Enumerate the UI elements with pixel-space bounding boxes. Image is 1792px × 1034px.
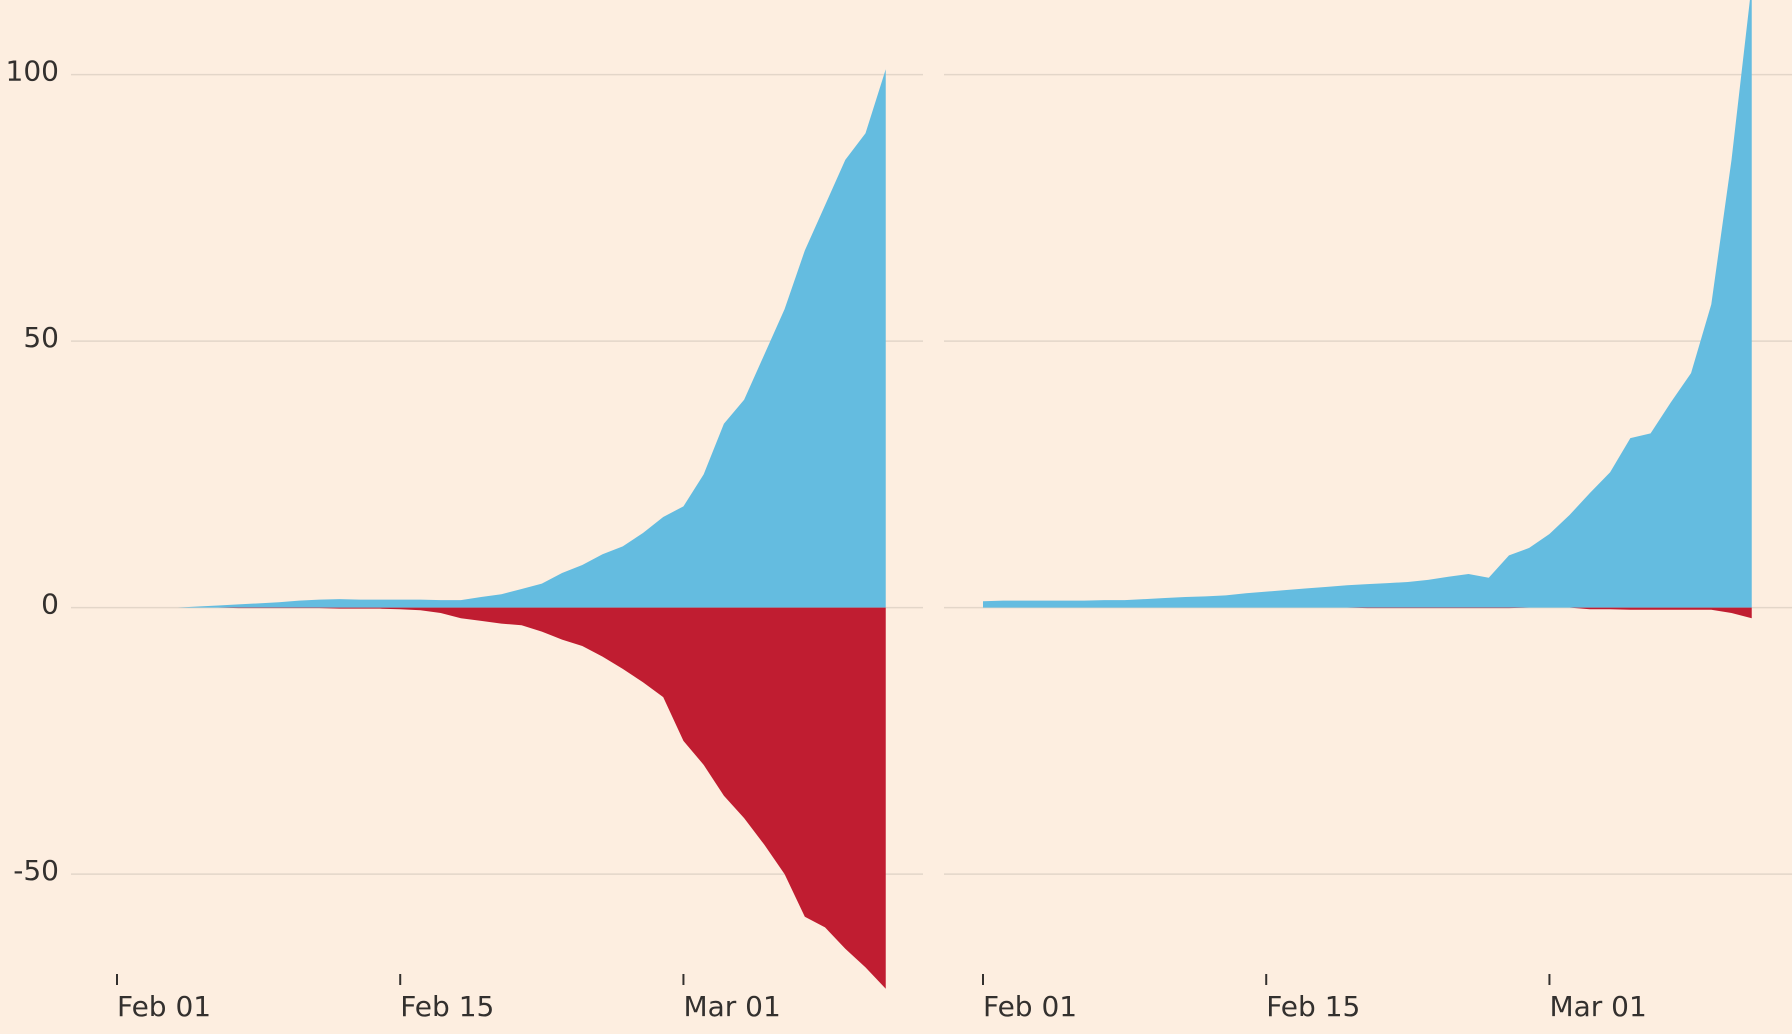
plot-area bbox=[983, 0, 1752, 619]
area bbox=[983, 607, 1752, 619]
area bbox=[983, 0, 1752, 608]
x-tick-label: Feb 01 bbox=[117, 990, 211, 1023]
y-tick-label: 100 bbox=[6, 55, 59, 88]
area bbox=[117, 69, 886, 608]
x-tick-label: Mar 01 bbox=[683, 990, 780, 1023]
area bbox=[117, 607, 886, 989]
y-tick-label: 50 bbox=[23, 321, 59, 354]
x-tick-label: Feb 01 bbox=[983, 990, 1077, 1023]
plot-area bbox=[117, 69, 886, 989]
y-tick-label: 0 bbox=[41, 588, 59, 621]
y-tick-label: -50 bbox=[13, 854, 59, 887]
x-tick-label: Feb 15 bbox=[400, 990, 494, 1023]
x-tick-label: Feb 15 bbox=[1266, 990, 1360, 1023]
x-tick-label: Mar 01 bbox=[1549, 990, 1646, 1023]
